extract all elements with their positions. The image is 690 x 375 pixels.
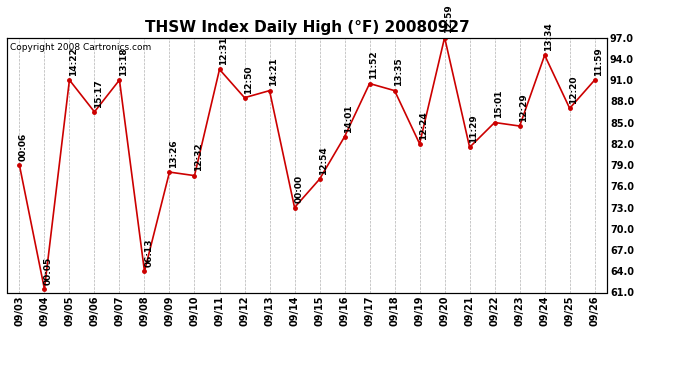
Text: 11:29: 11:29 — [469, 114, 478, 143]
Text: 11:59: 11:59 — [594, 47, 603, 76]
Text: Copyright 2008 Cartronics.com: Copyright 2008 Cartronics.com — [10, 43, 151, 52]
Text: 15:17: 15:17 — [94, 79, 103, 108]
Text: 14:21: 14:21 — [269, 58, 278, 87]
Text: 14:22: 14:22 — [69, 47, 78, 76]
Text: 13:26: 13:26 — [169, 139, 178, 168]
Text: 12:50: 12:50 — [244, 65, 253, 93]
Text: 12:31: 12:31 — [219, 37, 228, 65]
Text: 13:35: 13:35 — [394, 58, 403, 87]
Text: 13:18: 13:18 — [119, 47, 128, 76]
Text: 00:06: 00:06 — [19, 133, 28, 161]
Text: 12:29: 12:29 — [520, 93, 529, 122]
Title: THSW Index Daily High (°F) 20080927: THSW Index Daily High (°F) 20080927 — [145, 20, 469, 35]
Text: 00:00: 00:00 — [294, 175, 303, 203]
Text: 12:24: 12:24 — [420, 111, 428, 140]
Text: 12:32: 12:32 — [194, 143, 203, 171]
Text: 11:52: 11:52 — [369, 51, 378, 80]
Text: 00:05: 00:05 — [44, 256, 53, 285]
Text: 14:01: 14:01 — [344, 104, 353, 132]
Text: 06:13: 06:13 — [144, 238, 153, 267]
Text: 15:01: 15:01 — [494, 90, 503, 118]
Text: 13:34: 13:34 — [544, 22, 553, 51]
Text: 12:20: 12:20 — [569, 76, 578, 104]
Text: 12:54: 12:54 — [319, 146, 328, 175]
Text: 12:59: 12:59 — [444, 4, 453, 33]
